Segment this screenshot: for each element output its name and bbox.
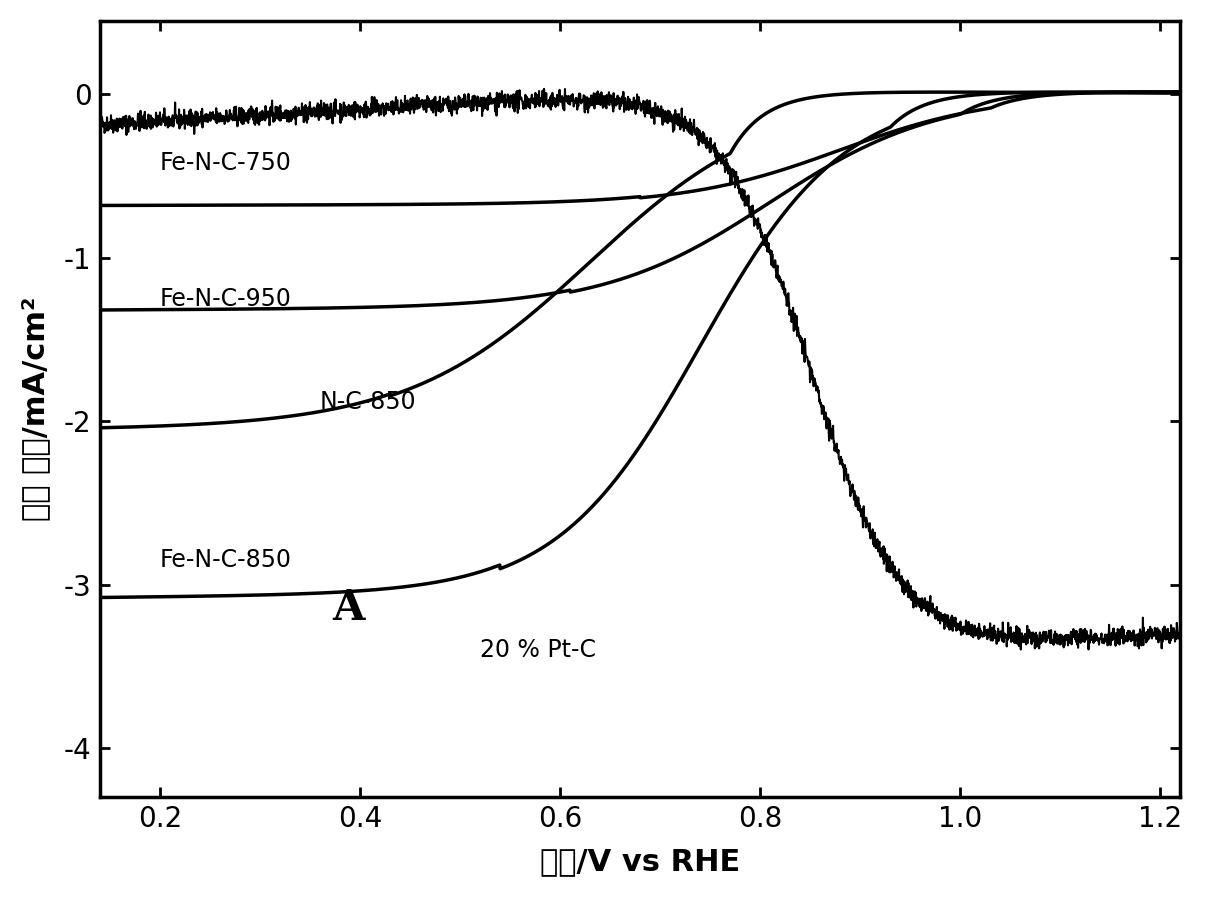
Text: A: A — [332, 588, 364, 630]
Text: Fe-N-C-850: Fe-N-C-850 — [160, 548, 292, 572]
Y-axis label: 电流 密度/mA/cm²: 电流 密度/mA/cm² — [21, 297, 49, 521]
Text: Fe-N-C-950: Fe-N-C-950 — [160, 287, 292, 310]
Text: N-C-850: N-C-850 — [320, 389, 416, 414]
Text: 20 % Pt-C: 20 % Pt-C — [480, 638, 596, 662]
Text: Fe-N-C-750: Fe-N-C-750 — [160, 151, 292, 175]
X-axis label: 电势/V vs RHE: 电势/V vs RHE — [540, 847, 740, 876]
